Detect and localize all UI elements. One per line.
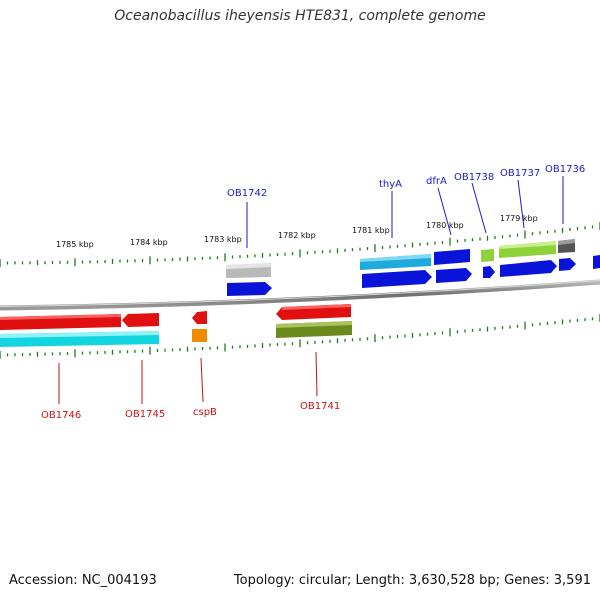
accession-text: Accession: NC_004193 bbox=[9, 573, 157, 588]
top-tick-row bbox=[0, 222, 600, 267]
gene-label-ob1745[interactable]: OB1745 bbox=[125, 409, 165, 420]
scale-label-1785: 1785 kbp bbox=[56, 240, 94, 249]
feature-shade bbox=[360, 254, 431, 262]
gene-arrow-thya[interactable] bbox=[362, 270, 432, 288]
gene-label-cspb[interactable]: cspB bbox=[193, 407, 217, 418]
forward-strand bbox=[226, 239, 600, 296]
gene-arrow-dfra-upper[interactable] bbox=[434, 249, 470, 265]
scale-label-1781: 1781 kbp bbox=[352, 226, 390, 235]
gene-label-ob1736[interactable]: OB1736 bbox=[545, 164, 585, 175]
gene-arrow-ob1736[interactable] bbox=[559, 258, 576, 271]
reverse-gene-labels: OB1746 OB1745 cspB OB1741 bbox=[41, 401, 340, 421]
forward-gene-labels: OB1742 thyA dfrA OB1738 OB1737 OB1736 bbox=[227, 164, 585, 199]
feature-shade bbox=[0, 331, 159, 338]
gene-arrow-ob1737[interactable] bbox=[500, 260, 557, 277]
feature-shade bbox=[276, 321, 352, 328]
gene-label-ob1746[interactable]: OB1746 bbox=[41, 410, 81, 421]
scale-label-1784: 1784 kbp bbox=[130, 238, 168, 247]
gene-label-ob1738[interactable]: OB1738 bbox=[454, 172, 494, 183]
feature-green-ob1738[interactable] bbox=[481, 249, 494, 262]
gene-label-thya[interactable]: thyA bbox=[379, 179, 402, 190]
leader-ob1737 bbox=[517, 179, 525, 229]
scale-label-1782: 1782 kbp bbox=[278, 231, 316, 240]
gene-arrow-cspb[interactable] bbox=[192, 311, 207, 324]
leader-cspb bbox=[200, 357, 204, 403]
genome-backbone bbox=[0, 279, 600, 311]
reverse-strand bbox=[0, 304, 352, 347]
genome-title: Oceanobacillus iheyensis HTE831, complet… bbox=[114, 8, 486, 24]
scale-labels: 1785 kbp 1784 kbp 1783 kbp 1782 kbp 1781… bbox=[56, 214, 538, 249]
scale-label-1780: 1780 kbp bbox=[426, 221, 464, 230]
gene-arrow-dfra[interactable] bbox=[436, 268, 472, 283]
gene-arrow-ob1738[interactable] bbox=[483, 266, 495, 278]
genome-stats-text: Topology: circular; Length: 3,630,528 bp… bbox=[233, 573, 591, 588]
scale-label-1779: 1779 kbp bbox=[500, 214, 538, 223]
feature-shade bbox=[282, 304, 351, 310]
gene-label-ob1741[interactable]: OB1741 bbox=[300, 401, 340, 412]
gene-arrow-ob1745[interactable] bbox=[122, 313, 159, 327]
leader-ob1741 bbox=[315, 351, 318, 397]
feature-shade bbox=[226, 263, 271, 269]
gene-arrow-edge[interactable] bbox=[593, 255, 600, 269]
gene-arrow-ob1742[interactable] bbox=[227, 282, 272, 296]
feature-shade bbox=[0, 314, 121, 320]
bottom-tick-row bbox=[0, 314, 600, 359]
gene-label-dfra[interactable]: dfrA bbox=[426, 176, 447, 187]
leader-lines bbox=[58, 176, 564, 404]
feature-orange-cspb[interactable] bbox=[192, 329, 207, 342]
gene-label-ob1742[interactable]: OB1742 bbox=[227, 188, 267, 199]
genome-backbone-highlight bbox=[0, 280, 600, 307]
feature-shade bbox=[558, 239, 575, 245]
scale-label-1783: 1783 kbp bbox=[204, 235, 242, 244]
leader-dfra bbox=[437, 187, 452, 236]
feature-shade bbox=[499, 241, 556, 249]
leader-ob1738 bbox=[471, 182, 487, 234]
gene-label-ob1737[interactable]: OB1737 bbox=[500, 168, 540, 179]
